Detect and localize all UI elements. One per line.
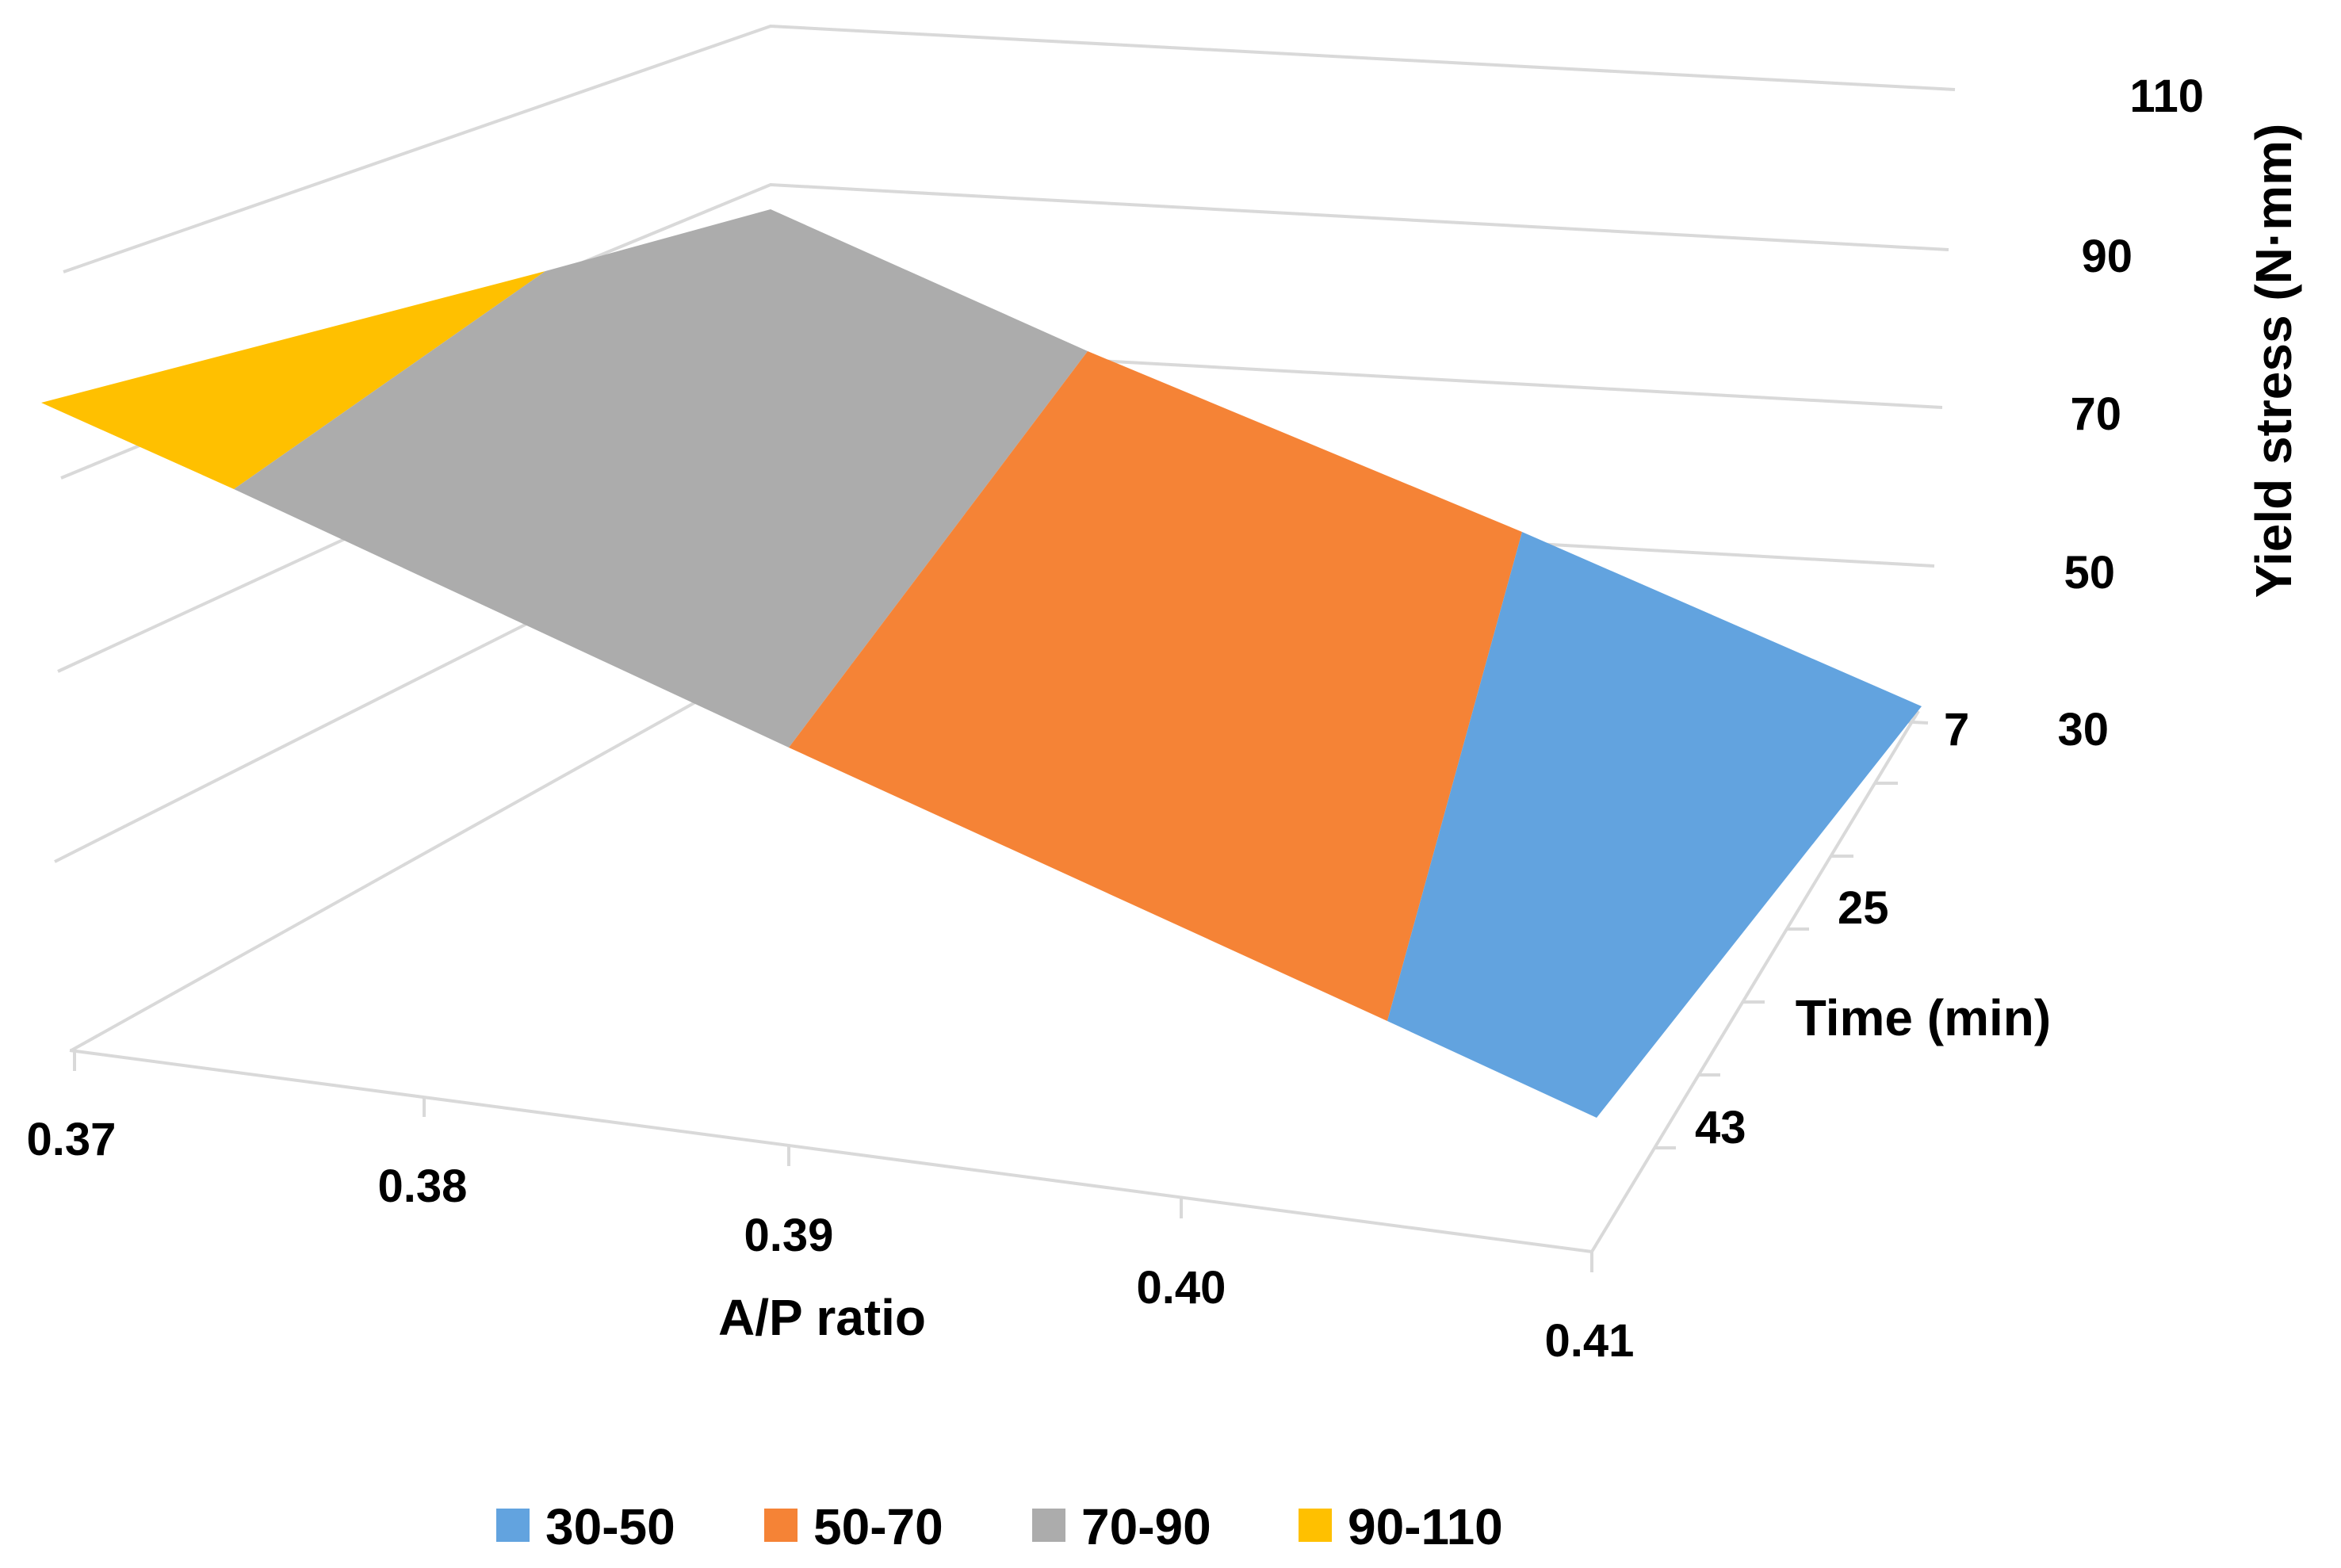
x-axis-title: A/P ratio — [718, 1289, 926, 1346]
legend-label-70-90: 70-90 — [1081, 1498, 1211, 1555]
x-tick-label-0.38: 0.38 — [378, 1161, 468, 1212]
legend-swatch-30-50 — [496, 1509, 530, 1542]
x-ticks — [73, 1050, 1593, 1272]
z-tick-label-110: 110 — [2129, 71, 2204, 122]
z-tick-label-90: 90 — [2081, 231, 2133, 282]
z-axis-title: Yield stress (N·mm) — [2245, 124, 2302, 599]
surface-band-50-70 — [789, 351, 1522, 1021]
x-tick-label-0.39: 0.39 — [744, 1210, 834, 1261]
z-tick-label-30: 30 — [2057, 704, 2109, 755]
surface-band-30-50 — [1387, 532, 1922, 1118]
y-axis-line — [1590, 709, 1920, 1253]
floor-axes — [69, 709, 1920, 1253]
legend-label-30-50: 30-50 — [545, 1498, 675, 1555]
legend-swatch-90-110 — [1299, 1509, 1332, 1542]
x-tick-labels: 0.37 0.38 0.39 0.40 0.41 — [27, 1114, 1635, 1367]
y-tick-label-7: 7 — [1944, 704, 1969, 755]
surface — [41, 209, 1922, 1118]
legend-swatch-50-70 — [764, 1509, 798, 1542]
z-gridline-110 — [63, 24, 1956, 273]
legend-label-90-110: 90-110 — [1348, 1498, 1503, 1555]
y-tick-label-43: 43 — [1695, 1102, 1746, 1153]
y-tick-label-25: 25 — [1838, 882, 1889, 934]
z-tick-labels: 110 90 70 50 30 — [2057, 71, 2204, 755]
legend-swatch-70-90 — [1032, 1509, 1065, 1542]
x-tick-label-0.37: 0.37 — [27, 1114, 117, 1165]
y-ticks — [1654, 782, 1898, 1149]
z-tick-label-70: 70 — [2070, 388, 2121, 440]
legend: 30-50 50-70 70-90 90-110 — [496, 1498, 1503, 1555]
x-tick-label-0.41: 0.41 — [1545, 1315, 1635, 1367]
x-tick-label-0.40: 0.40 — [1137, 1262, 1226, 1314]
legend-label-50-70: 50-70 — [813, 1498, 943, 1555]
z-tick-label-50: 50 — [2064, 547, 2115, 599]
y-axis-title: Time (min) — [1796, 989, 2051, 1046]
x-axis-line — [69, 1049, 1593, 1253]
y-tick-labels: 7 25 43 — [1695, 704, 1969, 1153]
surface-band-90-110 — [41, 271, 545, 489]
surface-band-70-90 — [234, 209, 1088, 748]
